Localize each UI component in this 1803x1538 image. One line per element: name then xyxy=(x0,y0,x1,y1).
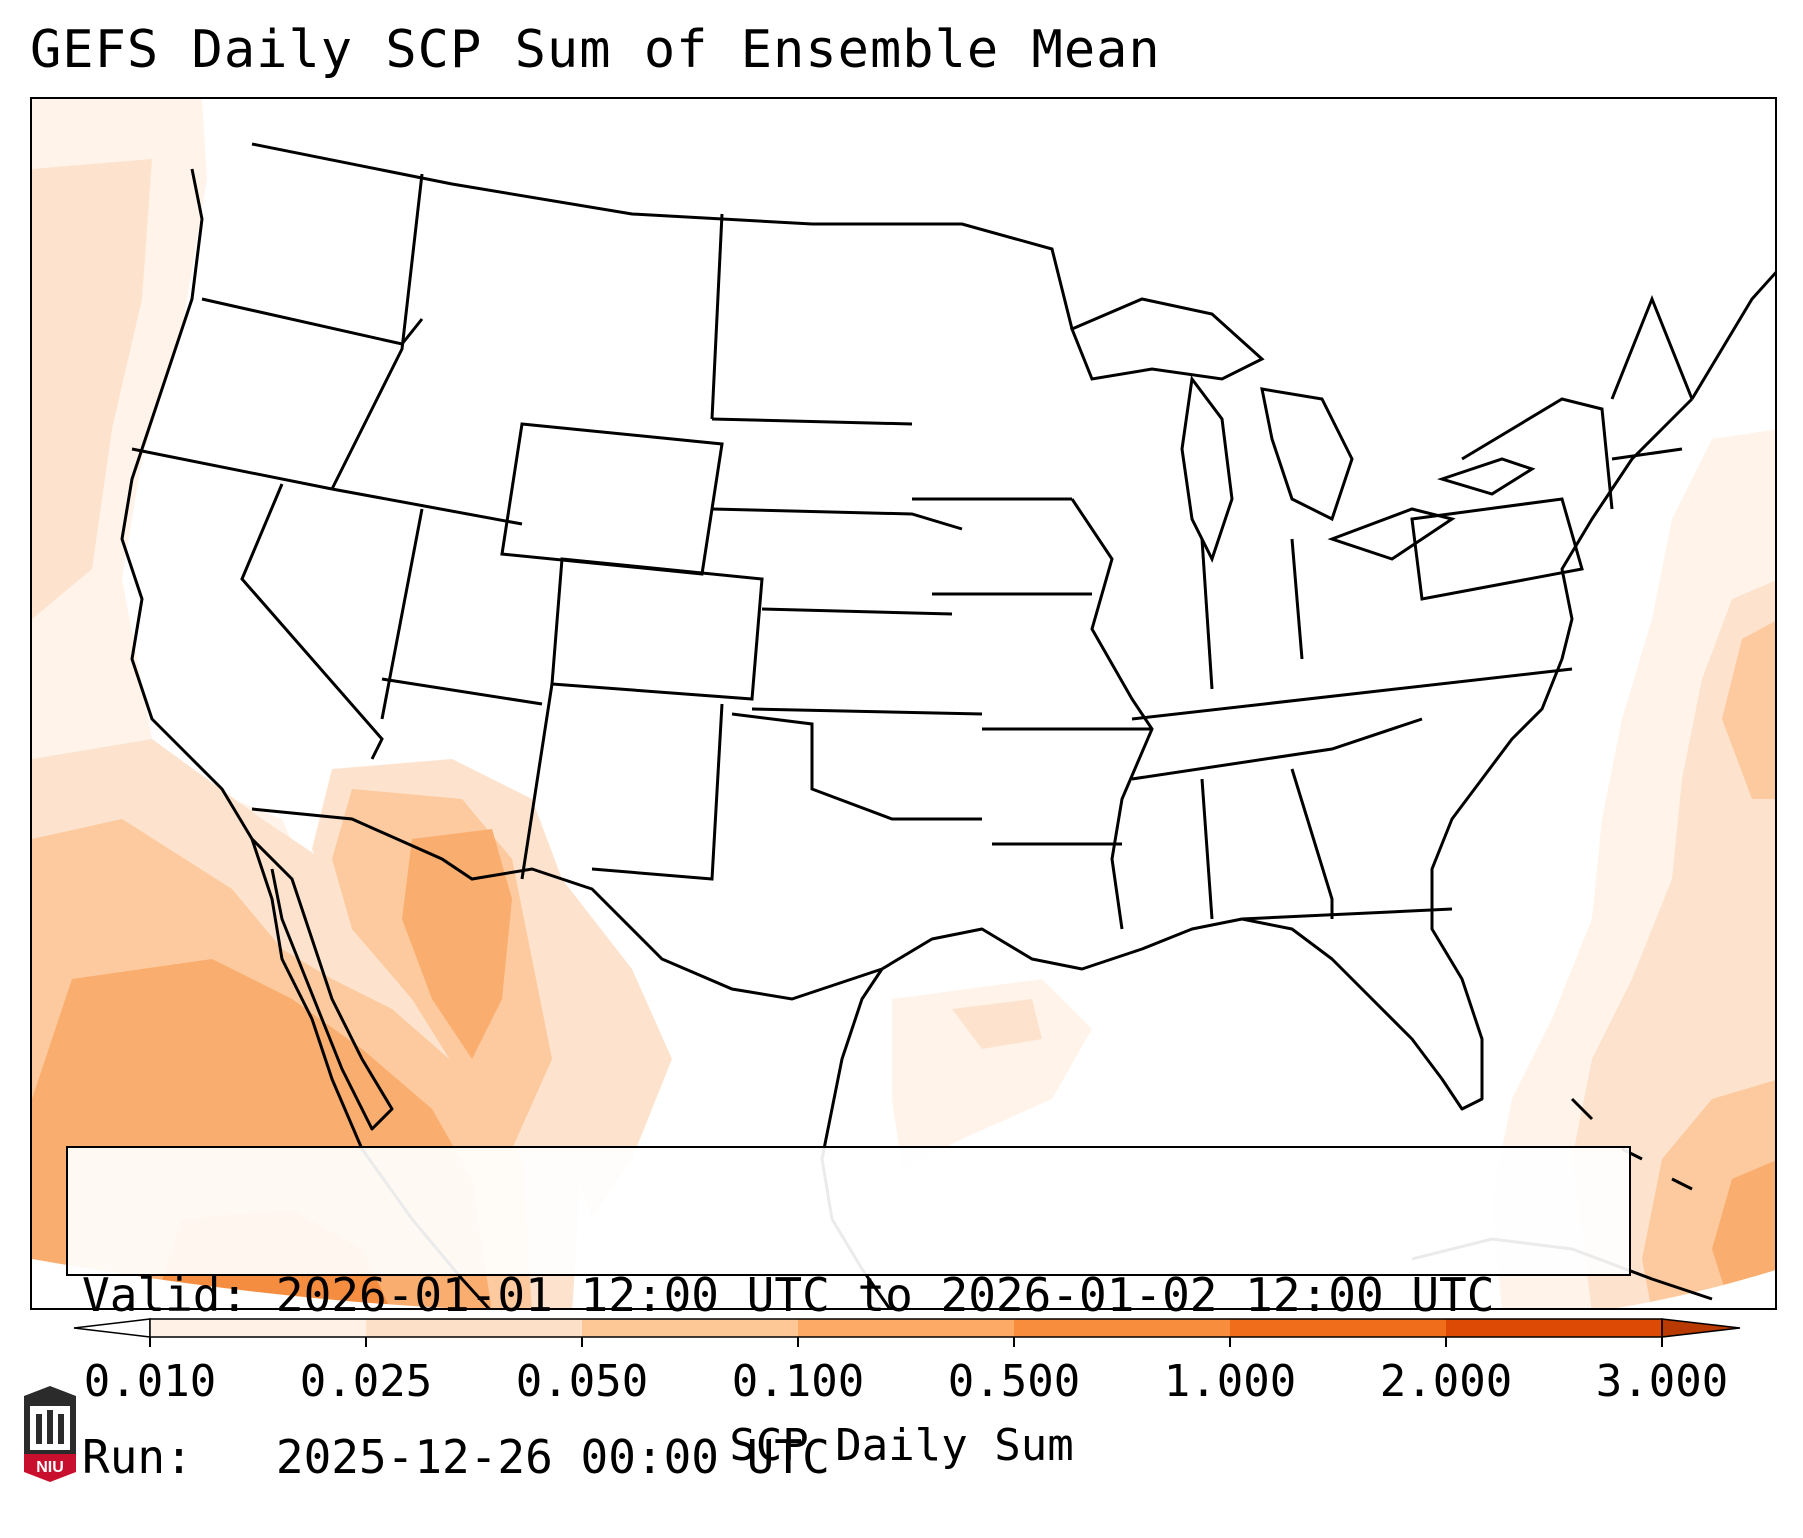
scp-region-gulf-lightmid xyxy=(952,999,1042,1049)
valid-run-info-box: Valid: 2026-01-01 12:00 UTC to 2026-01-0… xyxy=(66,1146,1631,1484)
run-label: Run: xyxy=(82,1430,193,1484)
border-al-ga xyxy=(1290,768,1334,919)
colorbar-segment xyxy=(1446,1319,1663,1337)
border-ne-ks xyxy=(761,607,953,616)
map-canvas xyxy=(32,99,1775,1308)
border-nm-tx xyxy=(591,703,724,881)
scp-region-gulf-light xyxy=(892,979,1092,1169)
colorbar-extend-low xyxy=(73,1318,151,1338)
border-canada xyxy=(251,142,1074,330)
colorbar-segment xyxy=(798,1319,1015,1337)
colorbar-segment xyxy=(150,1319,367,1337)
border-nv-ut xyxy=(380,508,424,720)
border-nd-sd xyxy=(711,417,913,426)
border-in-oh xyxy=(1290,538,1304,660)
border-tn-south xyxy=(1131,717,1423,781)
border-ut-az xyxy=(381,677,543,706)
lake-superior xyxy=(1070,297,1265,381)
country-borders xyxy=(120,168,1775,1308)
border-miss-river xyxy=(1070,498,1154,930)
run-value: 2025-12-26 00:00 UTC xyxy=(275,1430,830,1484)
border-new-england xyxy=(1610,294,1694,461)
border-ms-al xyxy=(1200,778,1214,920)
lake-huron xyxy=(1260,387,1354,522)
colorbar-label: SCP Daily Sum xyxy=(729,1420,1074,1471)
colorbar xyxy=(73,1318,1741,1347)
projection-edge-left xyxy=(32,1259,447,1308)
border-mexico xyxy=(251,807,883,1001)
colorbar-tick-label: 3.000 xyxy=(1595,1356,1729,1407)
colorbar-segment xyxy=(1230,1319,1447,1337)
scp-region-atlantic-mid xyxy=(1722,621,1775,799)
state-borders xyxy=(131,142,1694,1001)
border-ny xyxy=(1461,397,1614,510)
coastline-gulf xyxy=(881,397,1694,1111)
colorbar-tick-label: 0.050 xyxy=(515,1356,649,1407)
valid-label: Valid: xyxy=(82,1268,249,1322)
coastline-northeast xyxy=(1690,271,1775,400)
border-tn-ky xyxy=(1131,667,1573,721)
map-title: GEFS Daily SCP Sum of Ensemble Mean xyxy=(30,20,1161,80)
lake-erie xyxy=(1327,507,1456,561)
lake-michigan xyxy=(1180,375,1234,563)
scp-region-southwest-high xyxy=(402,829,512,1059)
projection-edge-right xyxy=(1617,1270,1775,1308)
scp-region-caribbean-high xyxy=(1712,1160,1775,1308)
scp-region-pacific-lightmid xyxy=(32,159,152,619)
border-id-west xyxy=(330,173,424,490)
colorbar-ticks xyxy=(149,1337,1663,1347)
valid-value: 2026-01-01 12:00 UTC to 2026-01-02 12:00… xyxy=(275,1268,1495,1322)
colorbar-outline xyxy=(149,1318,1663,1338)
border-ca-nv xyxy=(240,483,384,760)
colorbar-tick-label: 0.500 xyxy=(947,1356,1081,1407)
colorbar-segment xyxy=(582,1319,799,1337)
colorbar-extend-high xyxy=(1661,1318,1741,1338)
border-ok-tx xyxy=(731,712,982,821)
run-line: Run: 2025-12-26 00:00 UTC xyxy=(82,1430,1629,1484)
border-pa xyxy=(1410,497,1584,601)
colorbar-segments xyxy=(73,1318,1741,1338)
coastline-baja xyxy=(250,837,394,1131)
border-ga-fl xyxy=(1241,907,1453,921)
colorbar-segment xyxy=(1014,1319,1231,1337)
border-co xyxy=(550,557,764,701)
coastline-pacific xyxy=(120,168,491,1308)
great-lakes xyxy=(1070,297,1536,563)
logo-text: NIU xyxy=(36,1459,64,1476)
colorbar-tick-label: 0.010 xyxy=(83,1356,217,1407)
border-mt-nd xyxy=(710,213,724,420)
border-sd-ne xyxy=(711,507,963,531)
border-il-in xyxy=(1200,538,1214,690)
border-ks-ok xyxy=(751,707,983,716)
border-id-ut xyxy=(331,487,523,526)
colorbar-tick-label: 0.100 xyxy=(731,1356,865,1407)
border-or-wa xyxy=(201,297,424,346)
lake-ontario xyxy=(1437,457,1536,496)
scp-field xyxy=(32,99,1775,1308)
colorbar-tick-label: 2.000 xyxy=(1379,1356,1513,1407)
border-az-nm xyxy=(520,683,554,880)
border-wy xyxy=(500,422,724,576)
colorbar-segment xyxy=(366,1319,583,1337)
niu-logo-icon: NIU xyxy=(24,1386,76,1482)
colorbar-tick-label: 0.025 xyxy=(299,1356,433,1407)
border-or-ca xyxy=(131,447,333,491)
colorbar-tick-label: 1.000 xyxy=(1163,1356,1297,1407)
map-panel xyxy=(30,97,1777,1310)
valid-line: Valid: 2026-01-01 12:00 UTC to 2026-01-0… xyxy=(82,1268,1629,1322)
